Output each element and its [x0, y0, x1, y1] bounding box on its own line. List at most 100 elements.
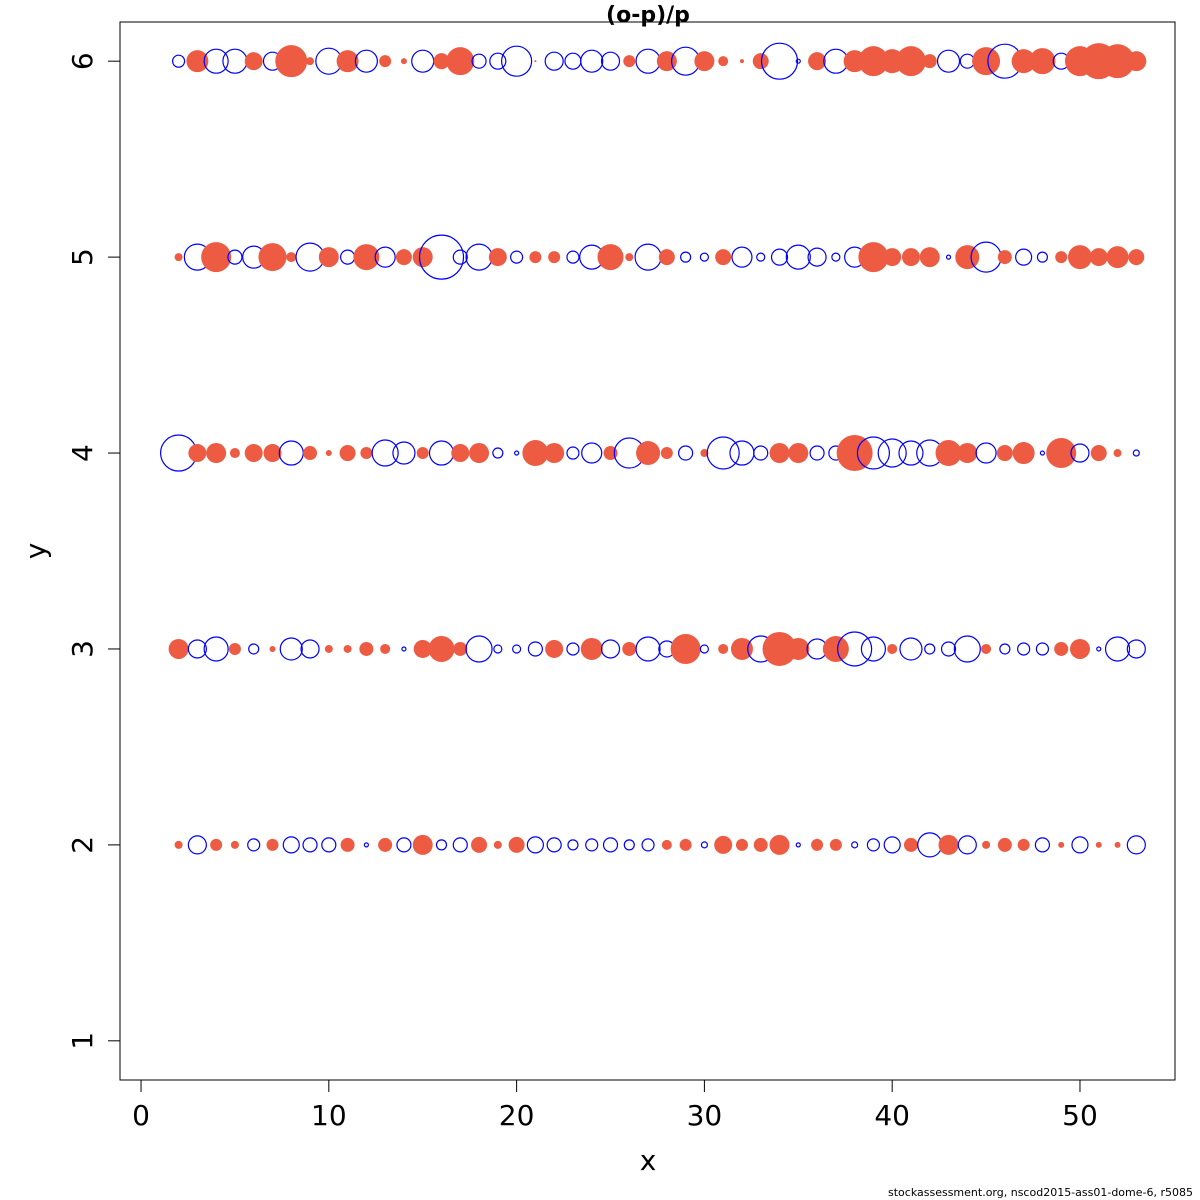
- bubble: [1067, 245, 1092, 270]
- bubble: [718, 643, 729, 654]
- bubble: [636, 441, 661, 466]
- bubble: [877, 438, 907, 468]
- bubble: [635, 636, 661, 662]
- bubble: [188, 444, 207, 463]
- bubble: [760, 42, 799, 80]
- bubble: [378, 837, 393, 852]
- bubble: [325, 450, 332, 457]
- bubble: [244, 444, 263, 463]
- bubble: [371, 439, 399, 467]
- bubble: [634, 243, 662, 271]
- bubble: [858, 46, 889, 77]
- bubble: [471, 53, 487, 69]
- chart-title: (o-p)/p: [606, 3, 690, 28]
- bubble: [514, 450, 520, 456]
- bubble: [770, 248, 789, 266]
- bubble: [544, 51, 564, 71]
- bubble: [623, 839, 635, 851]
- bubble: [715, 249, 732, 266]
- bubble: [996, 445, 1013, 462]
- bubble: [660, 447, 673, 460]
- bubble: [922, 54, 937, 69]
- bubble: [359, 641, 374, 656]
- bubble: [883, 248, 902, 267]
- bubble: [811, 838, 824, 851]
- bubble: [336, 50, 359, 73]
- bubble: [451, 444, 470, 463]
- bubble: [997, 250, 1012, 265]
- bubble: [206, 443, 227, 464]
- bubble: [1069, 638, 1090, 659]
- bubble: [1011, 49, 1036, 74]
- bubble: [756, 252, 766, 262]
- bubble: [924, 643, 936, 655]
- bubble: [602, 837, 619, 853]
- plot-box: [119, 21, 1176, 1081]
- bubble: [1095, 841, 1102, 848]
- bubble: [753, 445, 769, 461]
- bubble: [266, 838, 279, 851]
- bubble: [428, 635, 455, 662]
- x-axis-label: x: [640, 1144, 657, 1177]
- bubble: [258, 243, 287, 272]
- bubble: [730, 637, 753, 660]
- bubble: [938, 834, 959, 855]
- bubble: [501, 45, 533, 77]
- bubble: [670, 633, 701, 664]
- bubble: [526, 836, 544, 854]
- bubble: [729, 440, 755, 466]
- bubble: [263, 444, 282, 463]
- bubble: [248, 643, 260, 655]
- bubble: [1106, 246, 1129, 269]
- bubble: [1113, 449, 1122, 458]
- y-tick-label: 3: [66, 640, 99, 658]
- bubble: [997, 837, 1012, 852]
- bubble: [527, 641, 543, 657]
- bubble: [278, 440, 304, 466]
- bubble: [544, 443, 565, 464]
- bubble: [999, 643, 1011, 655]
- bubble: [837, 631, 873, 667]
- bubble: [856, 436, 891, 470]
- bubble: [762, 631, 797, 666]
- bubble: [247, 838, 261, 852]
- bubble: [493, 644, 503, 654]
- bubble: [788, 443, 809, 464]
- bubble: [699, 252, 710, 262]
- bubble: [699, 644, 710, 654]
- bubble: [435, 839, 448, 851]
- bubble: [529, 251, 542, 264]
- bubble: [953, 635, 981, 663]
- bubble: [401, 646, 407, 652]
- bubble: [603, 446, 618, 461]
- bubble: [731, 246, 753, 268]
- bubble: [1090, 445, 1107, 462]
- bubble: [452, 249, 468, 265]
- bubble: [379, 55, 392, 68]
- bubble: [203, 636, 229, 662]
- bubble: [735, 838, 748, 851]
- bubble: [898, 440, 924, 466]
- bubble: [706, 436, 740, 470]
- bubble: [901, 248, 920, 267]
- bubble: [321, 837, 337, 853]
- bubble: [694, 51, 715, 72]
- bubble: [428, 440, 455, 466]
- bubble: [395, 249, 412, 266]
- bubble: [279, 637, 303, 661]
- bubble: [1017, 642, 1031, 656]
- bubble: [1071, 836, 1089, 854]
- bubble: [187, 835, 207, 855]
- bubble: [201, 242, 232, 273]
- bubble: [1035, 642, 1050, 656]
- bubble: [836, 435, 873, 472]
- y-tick-label: 2: [66, 836, 99, 854]
- bubble: [753, 837, 768, 852]
- bubble: [512, 644, 522, 654]
- bubble: [412, 834, 433, 855]
- bubble: [229, 448, 240, 459]
- bubble: [919, 247, 940, 268]
- bubble: [700, 449, 709, 458]
- bubble: [957, 443, 978, 464]
